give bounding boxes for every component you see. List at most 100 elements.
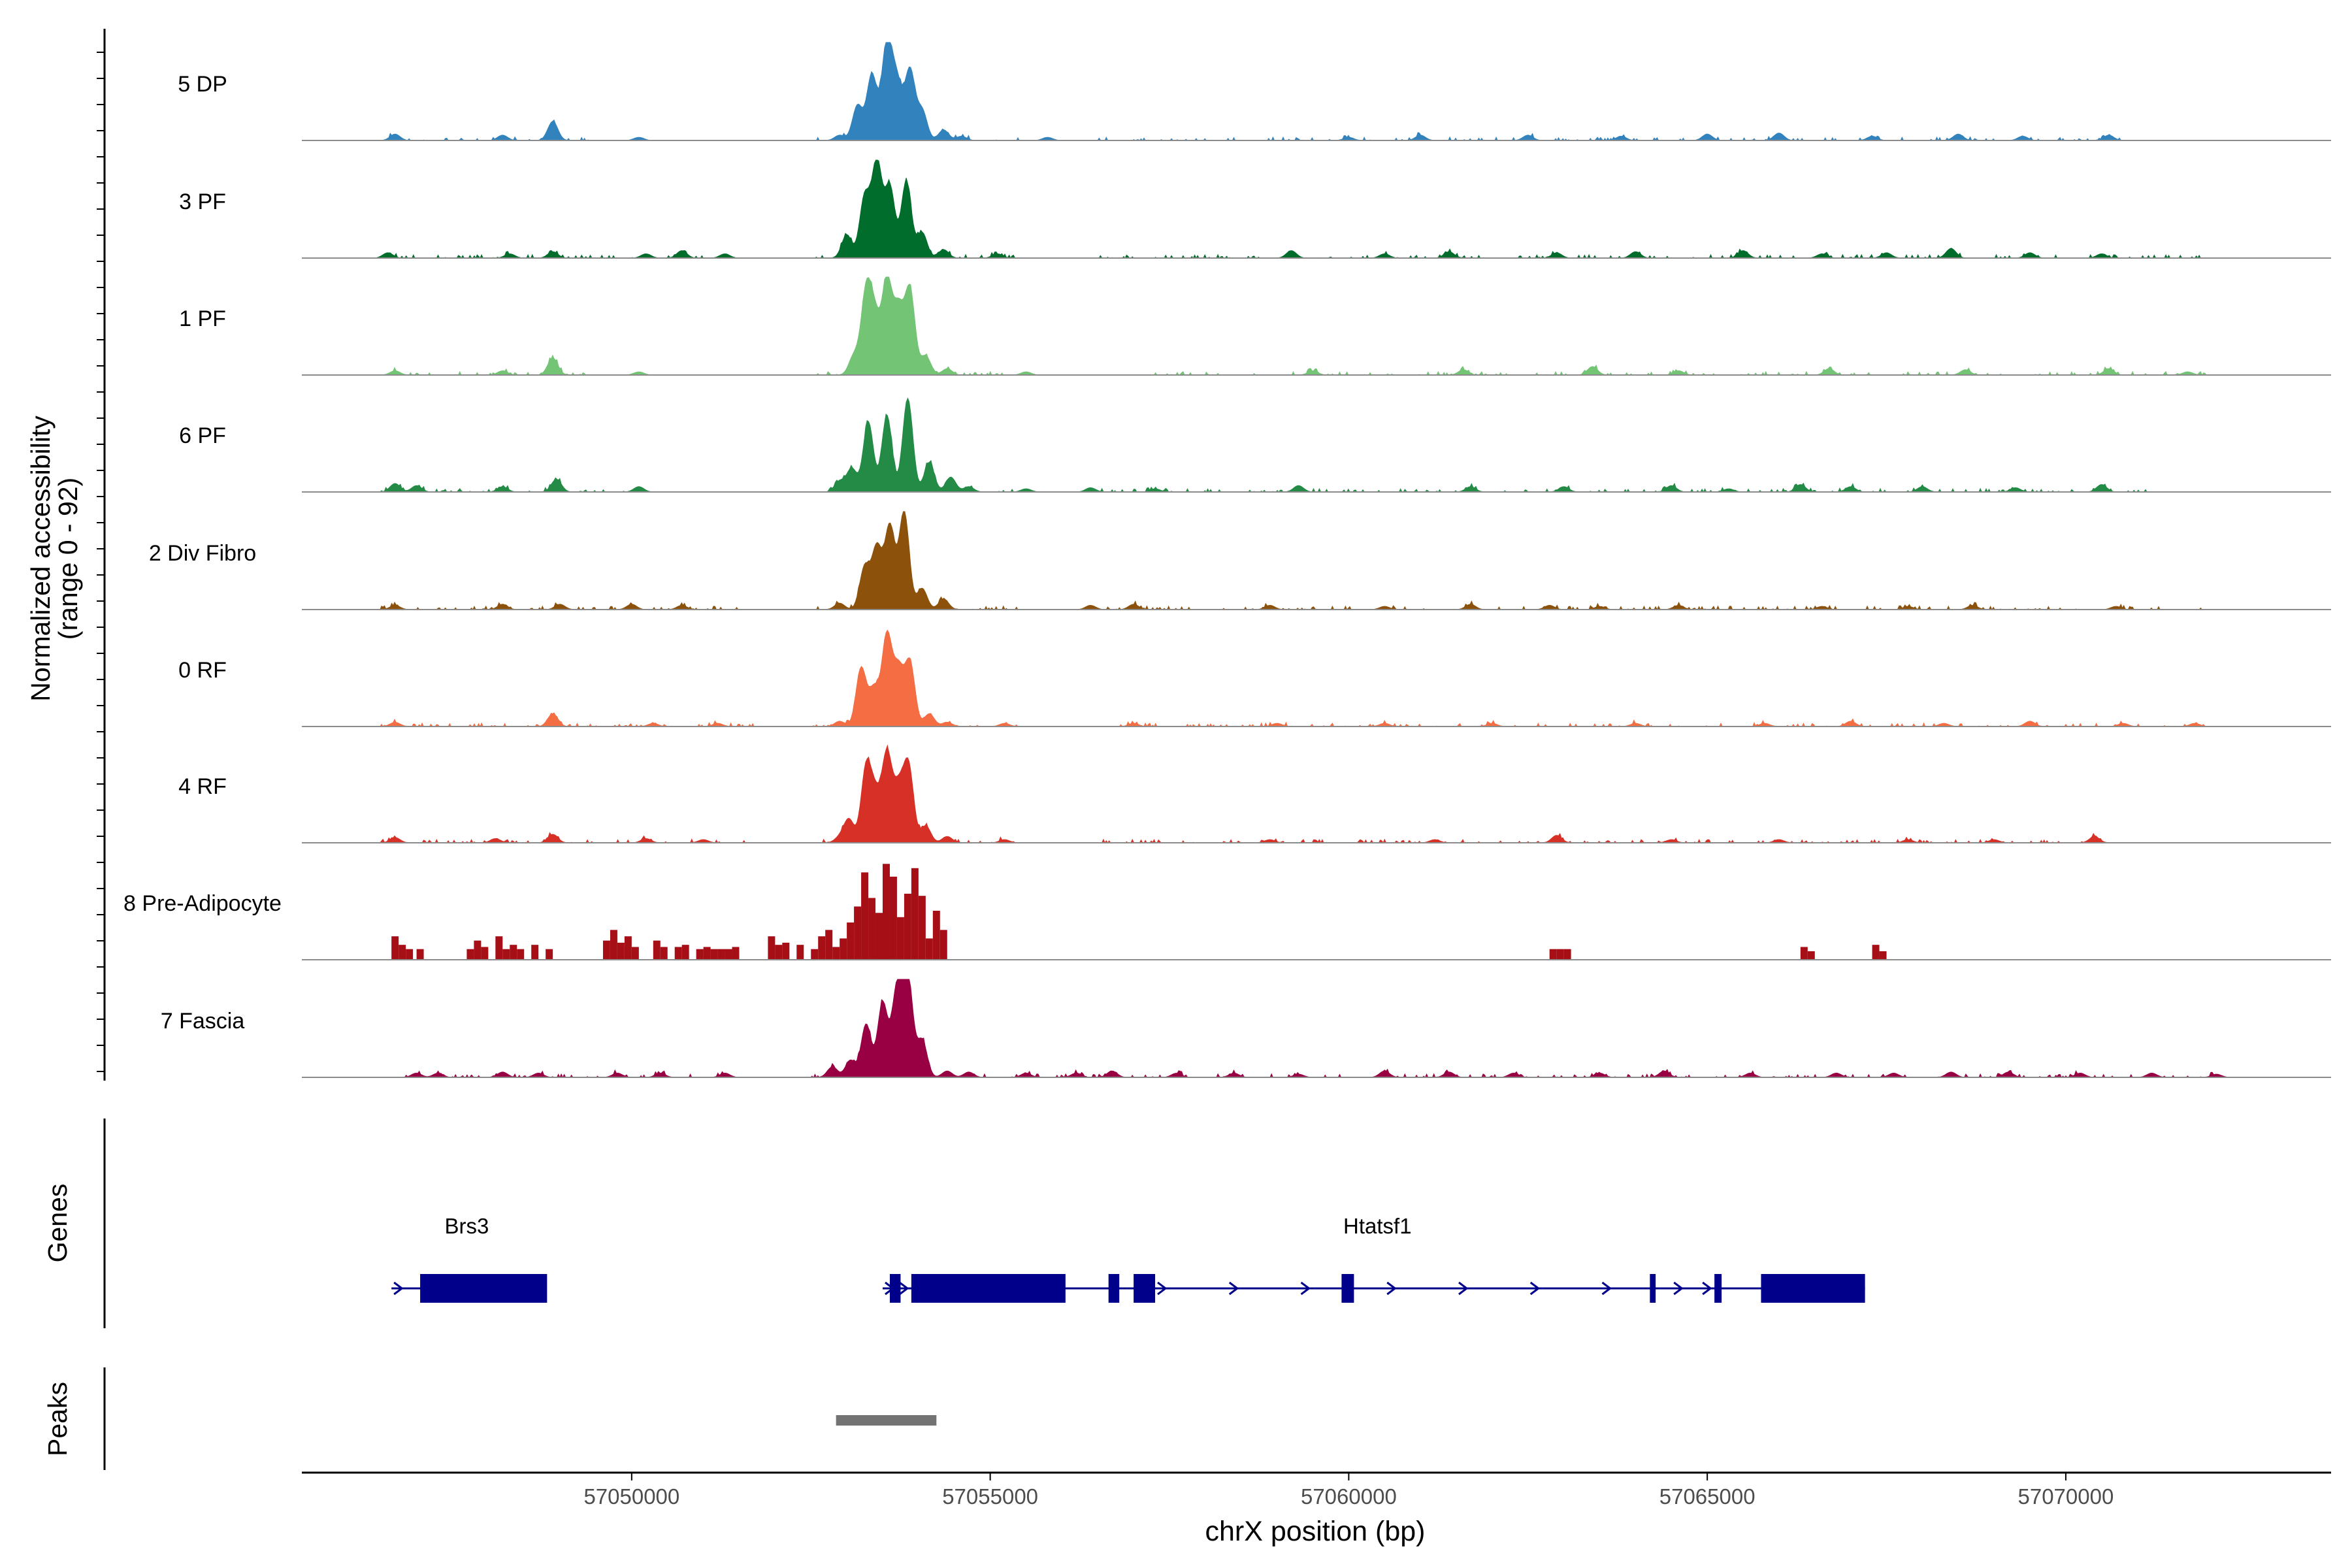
coverage-bar [1549,949,1557,960]
coverage-bar [732,947,740,960]
strand-arrow [1601,1281,1612,1296]
x-tick-label: 57060000 [1301,1484,1397,1509]
gene-brs3: Brs3 [391,1214,547,1303]
left-axes [97,29,106,1470]
coverage-bar [531,945,539,960]
y-axis-label-line1: Normalized accessibility [25,416,56,702]
track-1: 3 PF [179,159,2331,259]
coverage-bar [818,936,826,960]
coverage-area [302,744,2331,844]
track-label: 1 PF [179,306,226,331]
coverage-bar [911,868,919,960]
coverage-bar [1563,949,1571,960]
coverage-bar [546,949,553,960]
coverage-bar [653,940,661,960]
gene-exon [911,1274,1066,1303]
genes-panel-label: Genes [42,1184,73,1263]
x-tick-label: 57065000 [1659,1484,1756,1509]
coverage-bar [495,936,503,960]
coverage-tracks: 5 DP 3 PF 1 PF 6 PF 2 Div Fibro 0 RF 4 RF 8 Pre… [123,42,2331,1079]
coverage-bar [875,913,883,960]
coverage-bar [925,938,933,960]
coverage-bar [502,949,510,960]
coverage-bar [610,930,617,960]
strand-arrow [1300,1281,1311,1296]
strand-arrow [1529,1281,1541,1296]
x-axis-label: chrX position (bp) [1205,1516,1426,1547]
track-label: 7 Fascia [161,1009,245,1034]
strand-arrow [899,1281,909,1296]
gene-exon [1714,1274,1722,1303]
coverage-bar [406,949,414,960]
coverage-bar [918,896,926,960]
coverage-bar [517,949,525,960]
coverage-bar [1556,949,1564,960]
coverage-bar [631,947,639,960]
coverage-bar [811,949,819,960]
coverage-bar [868,898,876,960]
coverage-bar [775,945,783,960]
coverage-bar [391,936,399,960]
strand-arrow [1157,1281,1168,1296]
track-3: 6 PF [179,397,2331,493]
coverage-bar [399,945,406,960]
coverage-bar [474,940,482,960]
peak-region [836,1415,937,1426]
coverage-bar [717,949,725,960]
track-label: 5 DP [178,72,227,97]
coverage-bar [861,872,869,960]
track-label: 0 RF [178,658,227,683]
coverage-bar [896,917,904,960]
coverage-bar [681,945,689,960]
coverage-bar [1807,951,1815,960]
x-tick-label: 57070000 [2018,1484,2114,1509]
coverage-bar [939,930,947,960]
track-5: 0 RF [178,629,2331,728]
coverage-bar [1879,951,1887,960]
coverage-bar [832,947,840,960]
coverage-bar [1800,947,1808,960]
track-label: 3 PF [179,189,226,214]
track-label: 4 RF [178,774,227,799]
track-8: 7 Fascia [161,979,2331,1079]
coverage-bar [660,947,668,960]
coverage-bar [624,936,632,960]
strand-arrow [1228,1281,1239,1296]
gene-htatsf1: Htatsf1 [882,1214,1865,1303]
strand-arrow [1673,1281,1684,1296]
coverage-bar [904,893,911,960]
gene-exon [420,1274,547,1303]
coverage-bar [932,911,940,960]
strand-arrow [1458,1281,1469,1296]
x-axis: 57050000 57055000 57060000 57065000 57070000 [302,1471,2331,1509]
gene-label: Htatsf1 [1343,1214,1412,1238]
gene-label: Brs3 [445,1214,489,1238]
gene-exon [1650,1274,1656,1303]
gene-exon [889,1274,901,1303]
track-4: 2 Div Fibro [149,511,2331,611]
x-tick-label: 57055000 [942,1484,1038,1509]
coverage-bar [481,947,489,960]
track-0: 5 DP [178,42,2331,142]
coverage-bar [796,945,804,960]
coverage-bar [882,864,890,960]
strand-arrow [393,1281,404,1296]
gene-exon [1108,1274,1120,1303]
coverage-bar [1872,945,1880,960]
coverage-bar [725,949,732,960]
coverage-bar [768,936,776,960]
coverage-bar [840,938,847,960]
track-6: 4 RF [178,744,2331,844]
peaks-panel [836,1415,937,1426]
coverage-bar [510,945,517,960]
gene-exon [1348,1274,1354,1303]
coverage-bar [782,942,790,960]
y-axis-label-line2: (range 0 - 92) [53,478,83,640]
track-2: 1 PF [179,276,2331,376]
genes-panel: Brs3 Htatsf1 [391,1214,1865,1303]
coverage-bar [602,940,610,960]
track-label: 2 Div Fibro [149,541,256,566]
coverage-bar [674,947,682,960]
coverage-bar [696,949,704,960]
